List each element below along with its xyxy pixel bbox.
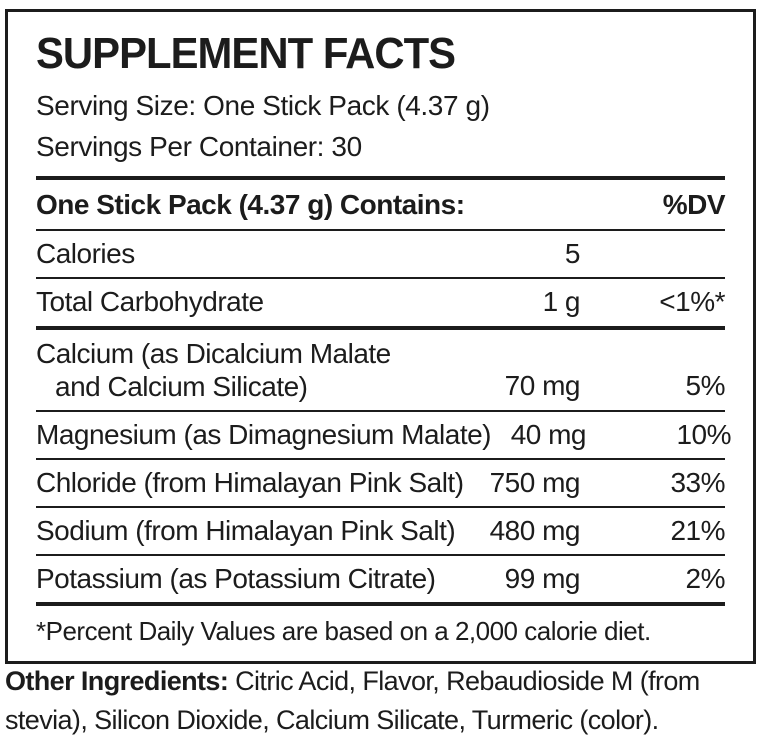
nutrient-row-total-carbohydrate: Total Carbohydrate 1 g <1%* [36,279,726,325]
table-header-row: One Stick Pack (4.37 g) Contains: %DV [36,180,726,229]
calories-amount: 5 [564,238,581,270]
daily-value-footnote: *Percent Daily Values are based on a 2,0… [36,616,651,647]
potassium-amount: 99 mg [504,563,581,595]
contains-header: One Stick Pack (4.37 g) Contains: [36,189,465,220]
sodium-amount: 480 mg [489,514,581,546]
other-ingredients: Other Ingredients: Citric Acid, Flavor, … [5,662,700,740]
other-ingredients-line2: stevia), Silicon Dioxide, Calcium Silica… [5,705,659,735]
magnesium-dv: 10% [676,418,732,450]
total-carbohydrate-amount: 1 g [542,286,581,318]
nutrient-row-magnesium: Magnesium (as Dimagnesium Malate) 40 mg … [36,412,732,458]
chloride-dv: 33% [670,466,725,498]
divider-thick-bottom [36,602,725,607]
calcium-label-line1: Calcium (as Dicalcium Malate [36,337,391,369]
divider-thick-top [36,176,725,180]
chloride-amount: 750 mg [489,466,581,498]
nutrient-row-sodium: Sodium (from Himalayan Pink Salt) 480 mg… [36,508,726,554]
other-ingredients-line1-text: Citric Acid, Flavor, Rebaudioside M (fro… [228,666,700,696]
magnesium-label: Magnesium (as Dimagnesium Malate) [36,418,492,450]
row-divider [36,229,725,232]
total-carbohydrate-label: Total Carbohydrate [36,286,264,318]
calories-label: Calories [36,238,135,270]
panel-title: SUPPLEMENT FACTS [36,29,456,78]
total-carbohydrate-dv: <1%* [659,286,725,318]
serving-size: Serving Size: One Stick Pack (4.37 g) [36,90,490,121]
potassium-dv: 2% [685,563,726,595]
row-divider [36,554,725,557]
row-divider [36,409,725,412]
sodium-label: Sodium (from Himalayan Pink Salt) [36,514,456,546]
row-divider [36,505,725,508]
calcium-amount: 70 mg [504,370,581,402]
magnesium-amount: 40 mg [510,418,587,450]
nutrient-row-potassium: Potassium (as Potassium Citrate) 99 mg 2… [36,556,726,602]
potassium-label: Potassium (as Potassium Citrate) [36,563,436,595]
nutrient-row-chloride: Chloride (from Himalayan Pink Salt) 750 … [36,460,726,506]
nutrient-row-calories: Calories 5 [36,231,725,277]
calcium-dv: 5% [685,370,726,402]
sodium-dv: 21% [670,514,725,546]
dv-header: %DV [662,189,726,220]
nutrient-row-calcium: Calcium (as Dicalcium Malate and Calcium… [36,330,726,410]
calcium-label-line2: and Calcium Silicate) [55,370,308,402]
row-divider [36,277,725,280]
calcium-label: Calcium (as Dicalcium Malate and Calcium… [36,337,485,403]
servings-per-container: Servings Per Container: 30 [36,131,362,162]
supplement-facts-panel: SUPPLEMENT FACTS Serving Size: One Stick… [5,9,756,665]
row-divider [36,457,725,460]
divider-thick-mid [36,325,725,330]
chloride-label: Chloride (from Himalayan Pink Salt) [36,466,464,498]
other-ingredients-label: Other Ingredients: [5,666,229,696]
other-ingredients-line1: Other Ingredients: Citric Acid, Flavor, … [5,662,700,701]
